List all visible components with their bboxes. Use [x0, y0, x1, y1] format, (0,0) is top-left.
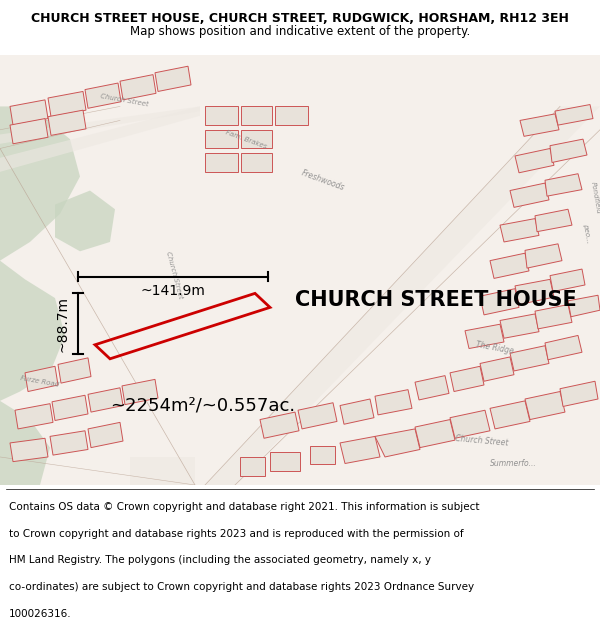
Polygon shape	[205, 153, 238, 172]
Polygon shape	[298, 402, 337, 429]
Polygon shape	[48, 91, 86, 117]
Polygon shape	[48, 110, 86, 136]
Polygon shape	[520, 114, 559, 136]
Polygon shape	[510, 183, 549, 208]
Polygon shape	[535, 304, 572, 329]
Polygon shape	[465, 324, 504, 349]
Polygon shape	[490, 401, 530, 429]
Polygon shape	[10, 100, 48, 125]
Polygon shape	[85, 83, 121, 108]
Text: ~88.7m: ~88.7m	[56, 296, 70, 352]
Polygon shape	[88, 388, 123, 412]
Text: Map shows position and indicative extent of the property.: Map shows position and indicative extent…	[130, 26, 470, 39]
Text: Freshwoods: Freshwoods	[300, 169, 346, 192]
Polygon shape	[310, 446, 335, 464]
Text: Church Street: Church Street	[100, 93, 149, 108]
Polygon shape	[15, 404, 53, 429]
Polygon shape	[155, 66, 191, 91]
Text: CHURCH STREET HOUSE: CHURCH STREET HOUSE	[295, 290, 577, 310]
Text: peo...: peo...	[582, 222, 592, 243]
Polygon shape	[120, 74, 156, 100]
Text: 100026316.: 100026316.	[9, 609, 71, 619]
Text: co-ordinates) are subject to Crown copyright and database rights 2023 Ordnance S: co-ordinates) are subject to Crown copyr…	[9, 582, 474, 592]
Polygon shape	[130, 457, 195, 485]
Polygon shape	[545, 174, 582, 196]
Polygon shape	[415, 419, 455, 447]
Text: CHURCH STREET HOUSE, CHURCH STREET, RUDGWICK, HORSHAM, RH12 3EH: CHURCH STREET HOUSE, CHURCH STREET, RUDG…	[31, 12, 569, 25]
Text: HM Land Registry. The polygons (including the associated geometry, namely x, y: HM Land Registry. The polygons (includin…	[9, 555, 431, 565]
Polygon shape	[545, 336, 582, 360]
Polygon shape	[480, 289, 519, 315]
Polygon shape	[240, 457, 265, 476]
Polygon shape	[0, 401, 50, 485]
Polygon shape	[555, 104, 593, 125]
Polygon shape	[0, 106, 200, 172]
Polygon shape	[275, 106, 308, 125]
Polygon shape	[515, 279, 554, 304]
Text: Summerfo...: Summerfo...	[490, 459, 537, 468]
Polygon shape	[241, 130, 272, 149]
Polygon shape	[0, 261, 65, 401]
Polygon shape	[415, 376, 449, 400]
Polygon shape	[500, 219, 539, 242]
Polygon shape	[52, 395, 88, 421]
Text: Pondfield: Pondfield	[590, 182, 600, 215]
Text: Furze Road: Furze Road	[20, 375, 59, 388]
Polygon shape	[535, 209, 572, 232]
Polygon shape	[550, 269, 585, 291]
Polygon shape	[50, 431, 88, 455]
Polygon shape	[0, 106, 80, 261]
Polygon shape	[25, 366, 58, 391]
Polygon shape	[241, 153, 272, 172]
Polygon shape	[490, 253, 529, 278]
Polygon shape	[450, 366, 484, 391]
Text: Fam. Brakes: Fam. Brakes	[225, 129, 268, 149]
Text: The Ridge: The Ridge	[475, 341, 514, 356]
Polygon shape	[560, 381, 598, 406]
Polygon shape	[525, 244, 562, 268]
Polygon shape	[375, 429, 420, 457]
Text: ~141.9m: ~141.9m	[140, 284, 205, 298]
Polygon shape	[10, 438, 48, 462]
Text: Church Street: Church Street	[455, 434, 509, 447]
Polygon shape	[241, 106, 272, 125]
Polygon shape	[480, 357, 514, 381]
Polygon shape	[270, 452, 300, 471]
Text: to Crown copyright and database rights 2023 and is reproduced with the permissio: to Crown copyright and database rights 2…	[9, 529, 464, 539]
Polygon shape	[450, 410, 490, 438]
Polygon shape	[500, 314, 539, 338]
Polygon shape	[55, 191, 115, 251]
Polygon shape	[515, 149, 554, 173]
Text: ~2254m²/~0.557ac.: ~2254m²/~0.557ac.	[110, 396, 295, 414]
Polygon shape	[58, 358, 91, 383]
Polygon shape	[525, 391, 565, 419]
Polygon shape	[10, 119, 48, 144]
Polygon shape	[88, 422, 123, 447]
Text: Contains OS data © Crown copyright and database right 2021. This information is : Contains OS data © Crown copyright and d…	[9, 502, 479, 512]
Polygon shape	[205, 106, 600, 485]
Polygon shape	[260, 412, 299, 438]
Polygon shape	[340, 436, 380, 464]
Polygon shape	[510, 346, 549, 371]
Polygon shape	[205, 130, 238, 149]
Polygon shape	[550, 139, 587, 162]
Polygon shape	[205, 106, 238, 125]
Polygon shape	[375, 389, 412, 415]
Text: Church Street: Church Street	[165, 251, 184, 299]
Polygon shape	[568, 295, 600, 317]
Polygon shape	[0, 106, 200, 144]
Polygon shape	[340, 399, 374, 424]
Polygon shape	[122, 379, 158, 404]
